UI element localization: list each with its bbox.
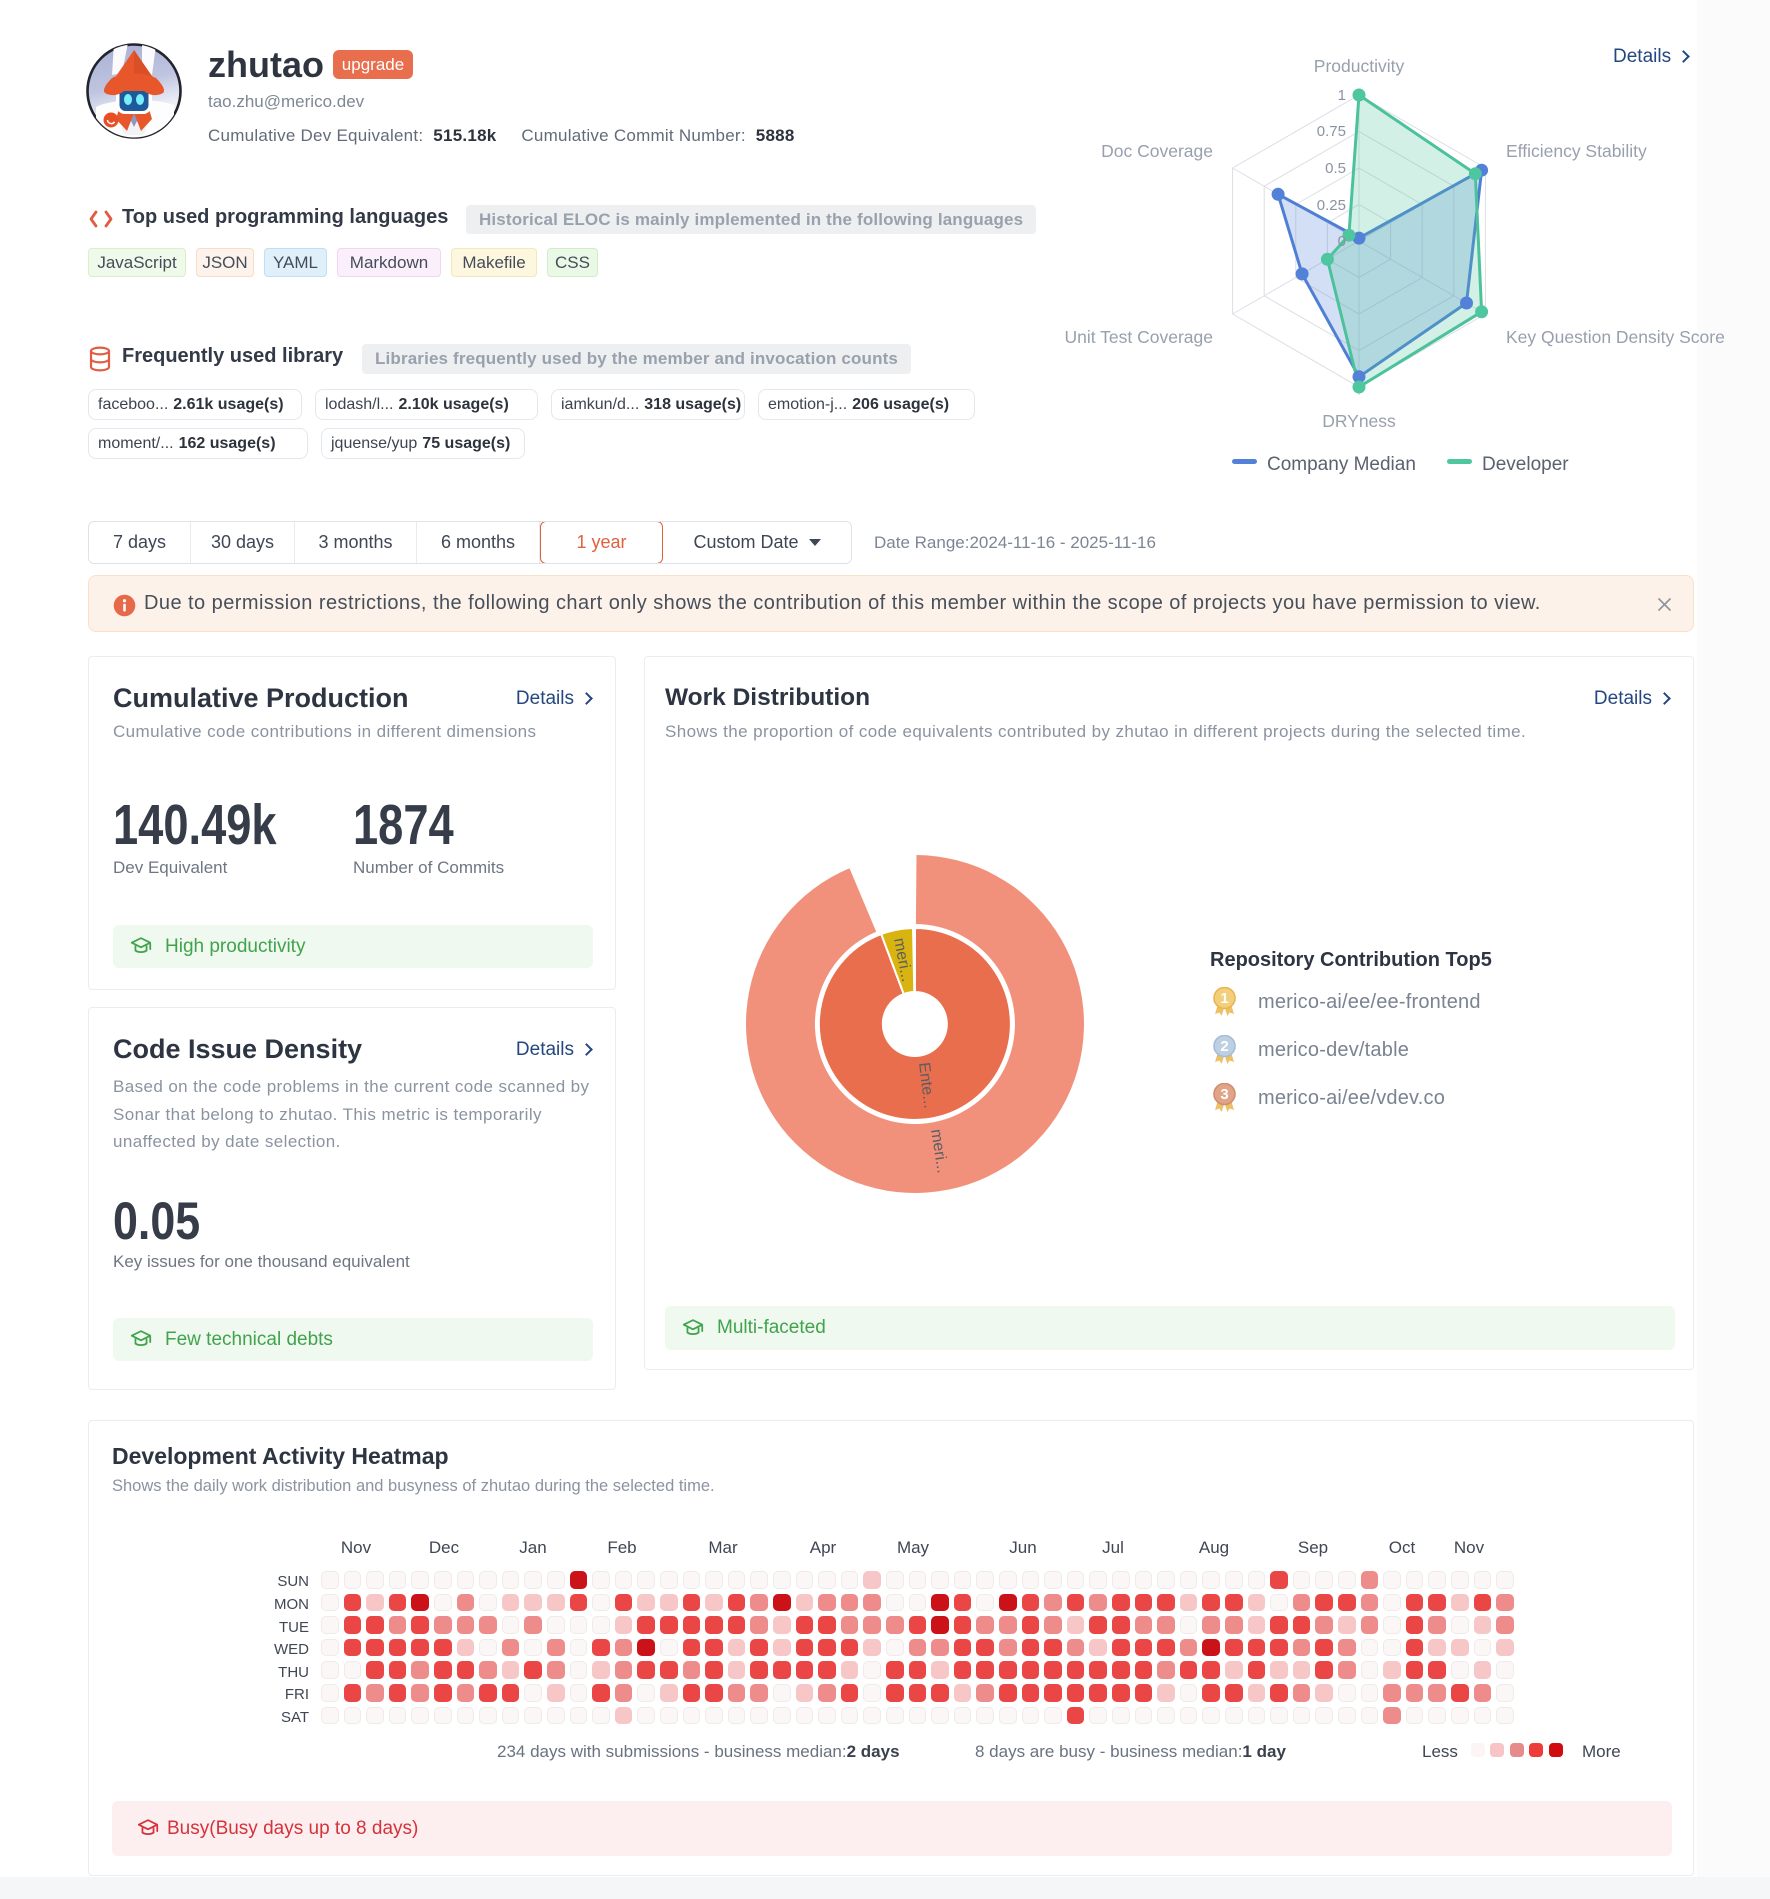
svg-text:1: 1 xyxy=(1220,990,1228,1007)
svg-text:Company Median: Company Median xyxy=(1267,454,1416,475)
svg-text:0.75: 0.75 xyxy=(1317,123,1346,140)
svg-text:3: 3 xyxy=(1220,1086,1228,1103)
svg-text:Unit Test Coverage: Unit Test Coverage xyxy=(1064,327,1213,347)
svg-text:Ente...: Ente... xyxy=(915,1061,938,1109)
svg-text:0.25: 0.25 xyxy=(1317,197,1346,214)
svg-text:0: 0 xyxy=(1338,233,1346,250)
svg-text:1: 1 xyxy=(1338,87,1346,104)
svg-text:Efficiency Stability: Efficiency Stability xyxy=(1506,141,1647,161)
svg-text:Key Question Density Score: Key Question Density Score xyxy=(1506,327,1725,347)
svg-text:Doc Coverage: Doc Coverage xyxy=(1101,141,1213,161)
svg-text:Developer: Developer xyxy=(1482,454,1569,475)
svg-text:0.5: 0.5 xyxy=(1325,160,1346,177)
svg-text:2: 2 xyxy=(1220,1038,1228,1055)
svg-text:meri...: meri... xyxy=(927,1128,951,1175)
svg-text:Productivity: Productivity xyxy=(1314,56,1405,76)
svg-text:DRYness: DRYness xyxy=(1322,411,1396,431)
